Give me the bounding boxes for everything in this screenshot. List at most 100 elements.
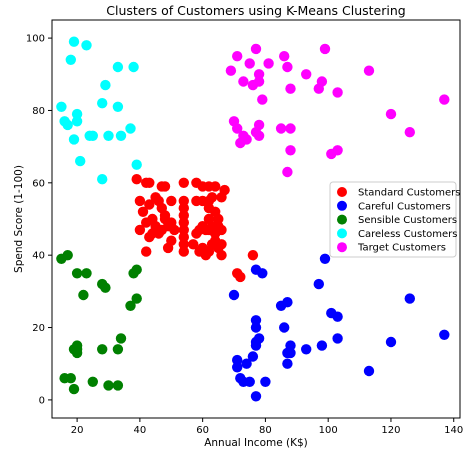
data-point (125, 300, 136, 311)
data-point (128, 61, 139, 73)
data-point (178, 202, 189, 214)
data-point (178, 231, 189, 243)
data-point (285, 83, 296, 94)
data-point (103, 380, 114, 391)
legend-box (329, 181, 457, 258)
data-point (232, 362, 243, 373)
data-point (131, 264, 142, 275)
data-point (279, 51, 290, 62)
data-point (68, 383, 80, 395)
data-point (282, 358, 293, 369)
data-point (279, 322, 290, 333)
data-point (62, 250, 73, 261)
data-point (285, 145, 296, 156)
data-point (216, 250, 227, 261)
legend-label: Careless Customers (358, 229, 457, 240)
data-point (178, 195, 189, 207)
data-point (404, 293, 415, 304)
data-point (285, 347, 296, 359)
y-tick-label: 60 (32, 178, 45, 189)
data-point (253, 69, 265, 80)
data-point (144, 177, 155, 188)
data-point (216, 224, 227, 236)
data-point (68, 36, 80, 47)
data-point (316, 76, 328, 87)
x-tick-label: 140 (444, 425, 463, 436)
legend-marker (337, 228, 347, 239)
data-point (241, 358, 252, 369)
data-point (97, 174, 108, 185)
data-point (332, 311, 343, 322)
data-point (263, 58, 274, 69)
data-point (253, 130, 265, 141)
data-point (385, 108, 397, 120)
data-point (71, 268, 83, 279)
data-point (97, 98, 108, 109)
data-point (159, 181, 171, 192)
data-point (404, 127, 415, 138)
y-axis-label: Spend Score (1-100) (13, 165, 25, 273)
legend-label: Target Customers (357, 243, 446, 254)
data-point (131, 159, 142, 170)
legend-marker (337, 187, 347, 197)
data-point (75, 155, 86, 167)
data-point (257, 94, 268, 105)
data-point (178, 217, 189, 228)
legend-marker (337, 200, 347, 211)
data-point (332, 333, 343, 344)
data-point (282, 61, 293, 73)
data-point (87, 376, 99, 387)
y-axis: 0 20 40 60 80 100 (26, 34, 52, 406)
data-point (385, 336, 397, 348)
data-point (81, 40, 92, 51)
data-point (301, 69, 312, 80)
x-tick-label: 60 (196, 425, 209, 436)
data-point (206, 192, 218, 203)
data-point (115, 130, 127, 141)
data-point (169, 224, 180, 236)
data-point (178, 239, 189, 250)
data-point (253, 119, 265, 131)
data-point (247, 250, 259, 261)
x-tick-label: 40 (134, 425, 147, 436)
data-point (235, 271, 246, 283)
data-point (285, 340, 296, 351)
data-point (144, 199, 155, 210)
data-point (68, 134, 80, 145)
y-tick-label: 20 (32, 323, 45, 334)
data-point (178, 246, 189, 257)
chart-title: Clusters of Customers using K-Means Clus… (106, 3, 405, 18)
y-tick-label: 40 (32, 251, 45, 262)
data-point (238, 76, 249, 87)
data-point (178, 224, 189, 236)
x-tick-label: 100 (319, 425, 338, 436)
legend: Standard Customers Careful Customers Sensi… (329, 181, 460, 258)
data-point (71, 344, 83, 355)
x-axis-label: Annual Income (K$) (204, 437, 308, 449)
data-point (301, 344, 312, 355)
data-point (232, 123, 243, 134)
legend-marker (337, 242, 347, 253)
data-point (319, 43, 331, 55)
data-point (247, 351, 259, 362)
y-tick-label: 80 (32, 106, 45, 117)
data-point (216, 239, 227, 250)
data-point (188, 239, 199, 250)
data-point (65, 373, 77, 384)
data-point (97, 344, 108, 355)
data-point (65, 54, 77, 65)
data-point (78, 289, 89, 301)
data-point (332, 87, 343, 98)
data-point (253, 76, 265, 87)
data-point (228, 289, 240, 301)
data-point (71, 108, 83, 120)
data-point (282, 297, 293, 308)
data-point (439, 94, 450, 105)
y-tick-label: 0 (39, 395, 45, 406)
data-point (112, 61, 124, 73)
data-point (141, 246, 152, 257)
data-point (260, 376, 271, 387)
legend-label: Standard Customers (358, 188, 460, 199)
data-point (232, 354, 243, 366)
